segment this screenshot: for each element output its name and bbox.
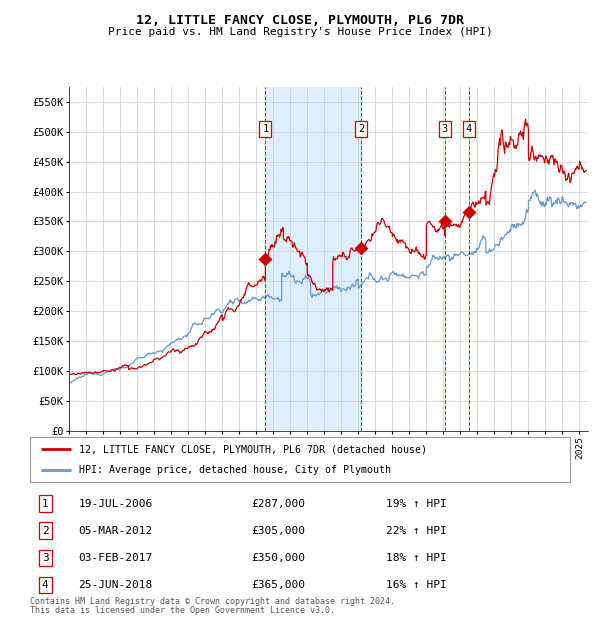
Text: This data is licensed under the Open Government Licence v3.0.: This data is licensed under the Open Gov… [30,606,335,615]
Text: 4: 4 [466,124,472,134]
Text: 25-JUN-2018: 25-JUN-2018 [79,580,153,590]
Text: 16% ↑ HPI: 16% ↑ HPI [386,580,447,590]
Text: HPI: Average price, detached house, City of Plymouth: HPI: Average price, detached house, City… [79,465,391,475]
Text: 22% ↑ HPI: 22% ↑ HPI [386,526,447,536]
Point [464,208,473,218]
Text: 12, LITTLE FANCY CLOSE, PLYMOUTH, PL6 7DR: 12, LITTLE FANCY CLOSE, PLYMOUTH, PL6 7D… [136,14,464,27]
Text: 05-MAR-2012: 05-MAR-2012 [79,526,153,536]
Text: Price paid vs. HM Land Registry's House Price Index (HPI): Price paid vs. HM Land Registry's House … [107,27,493,37]
Text: £350,000: £350,000 [251,552,305,563]
FancyBboxPatch shape [30,437,570,482]
Point [356,244,366,254]
Text: Contains HM Land Registry data © Crown copyright and database right 2024.: Contains HM Land Registry data © Crown c… [30,597,395,606]
Text: 1: 1 [262,124,268,134]
Text: 12, LITTLE FANCY CLOSE, PLYMOUTH, PL6 7DR (detached house): 12, LITTLE FANCY CLOSE, PLYMOUTH, PL6 7D… [79,445,427,454]
Text: 3: 3 [442,124,448,134]
Text: 19% ↑ HPI: 19% ↑ HPI [386,498,447,508]
Text: £305,000: £305,000 [251,526,305,536]
Text: 3: 3 [42,552,49,563]
Text: 2: 2 [42,526,49,536]
Point [440,216,449,226]
Bar [265,87,361,431]
Text: 1: 1 [42,498,49,508]
Text: 4: 4 [42,580,49,590]
Text: 19-JUL-2006: 19-JUL-2006 [79,498,153,508]
Text: 03-FEB-2017: 03-FEB-2017 [79,552,153,563]
Text: £365,000: £365,000 [251,580,305,590]
Text: £287,000: £287,000 [251,498,305,508]
Point [260,254,270,264]
Text: 2: 2 [358,124,364,134]
Text: 18% ↑ HPI: 18% ↑ HPI [386,552,447,563]
